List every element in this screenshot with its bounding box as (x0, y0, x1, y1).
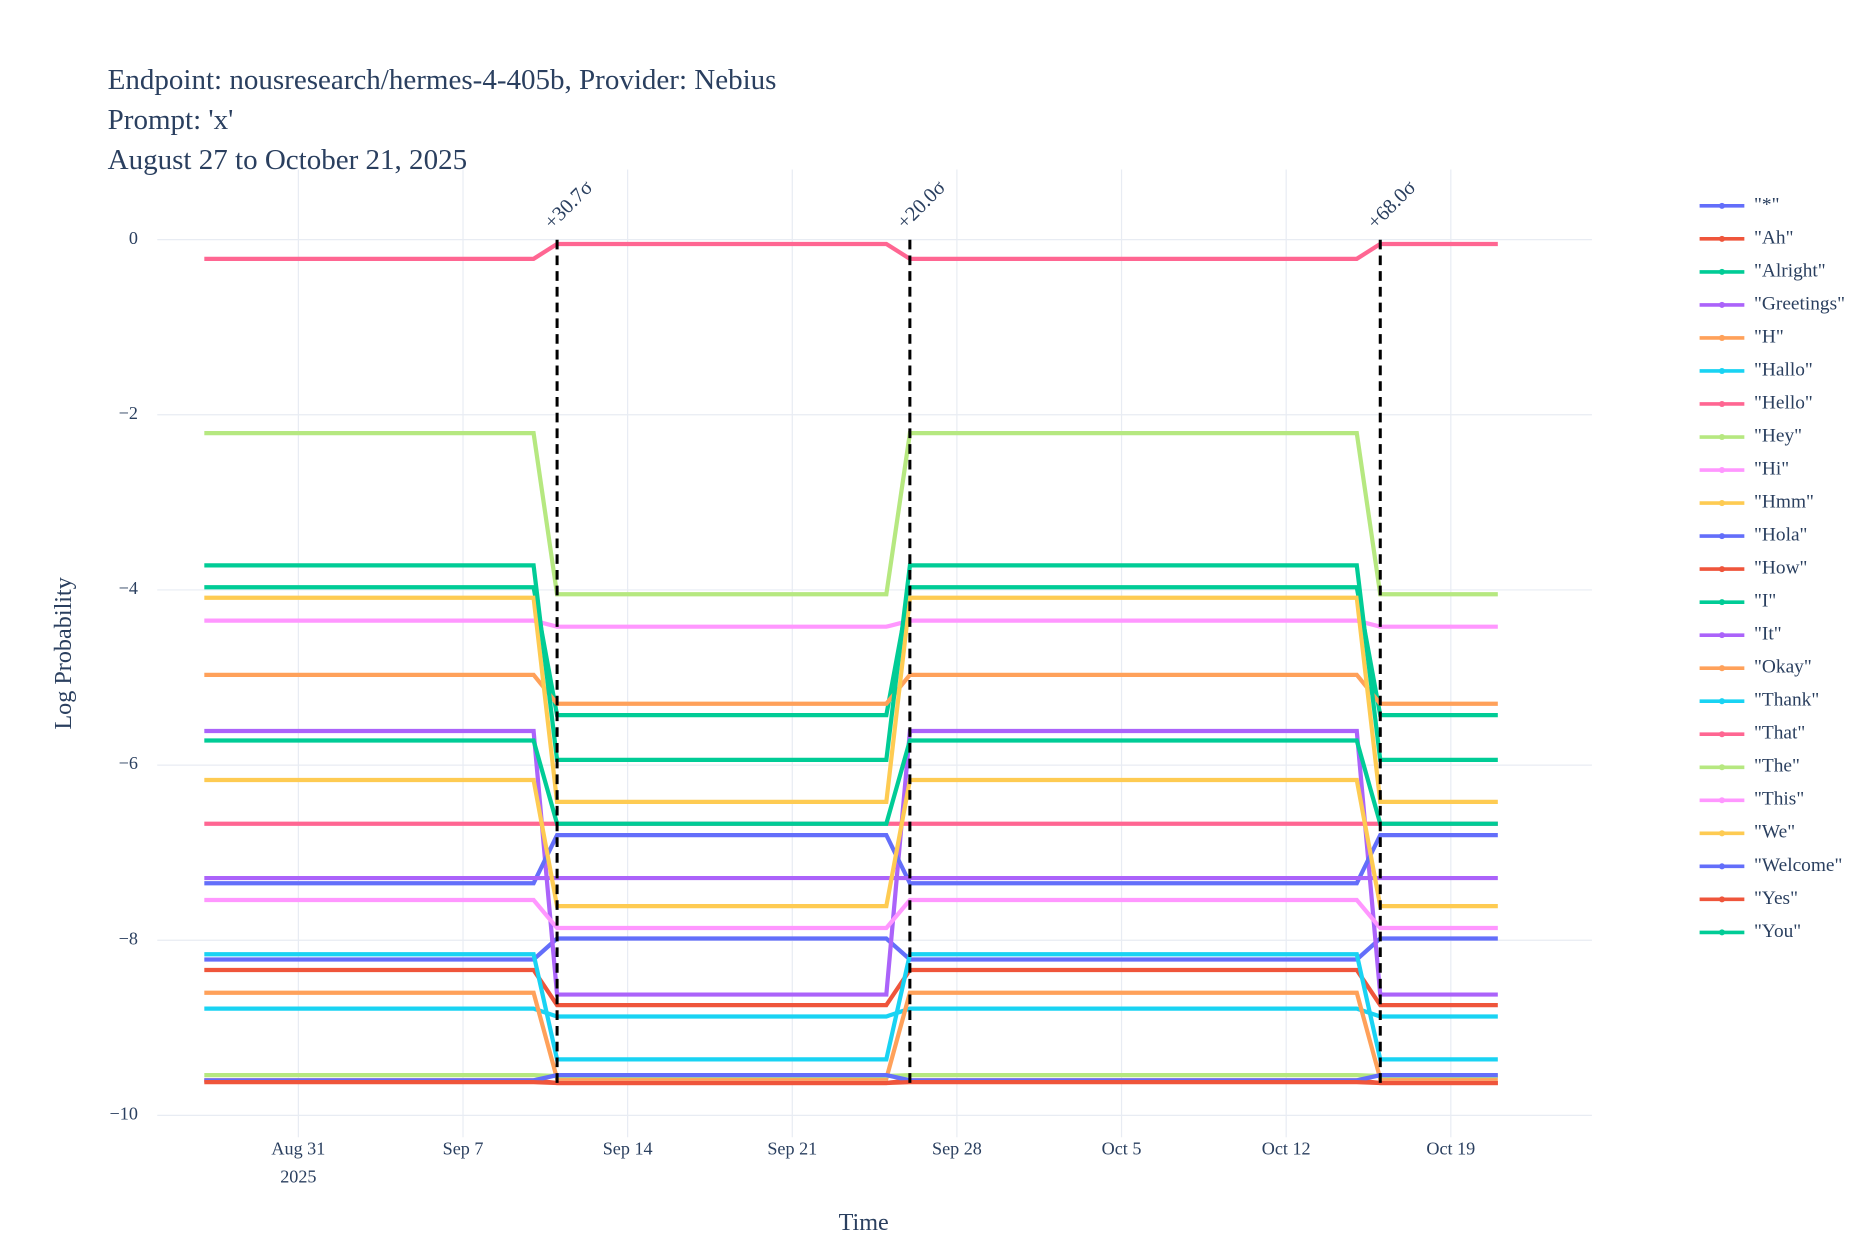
legend-marker (1718, 698, 1725, 705)
series-line (204, 1006, 1498, 1019)
annotation-text: +20.0σ (893, 177, 950, 234)
legend-marker (1718, 929, 1725, 936)
x-axis-title: Time (839, 1209, 889, 1236)
series-line (204, 672, 1498, 706)
legend-label: "Hello" (1754, 392, 1813, 413)
annotation-text: +30.7σ (540, 177, 597, 234)
title-line: August 27 to October 21, 2025 (108, 144, 467, 176)
legend-label: "Welcome" (1754, 855, 1842, 876)
annotation-text: +68.0σ (1363, 177, 1420, 234)
x-tick-label: Sep 7 (443, 1139, 484, 1159)
legend-label: "Hey" (1754, 425, 1802, 446)
x-tick-label: Aug 31 (271, 1139, 325, 1159)
y-tick-label: −6 (119, 753, 138, 773)
legend-marker (1718, 433, 1725, 441)
series-line (204, 431, 1498, 597)
legend-label: "Ah" (1754, 227, 1793, 248)
legend-marker (1718, 665, 1725, 672)
legend-marker (1718, 235, 1725, 242)
legend-marker (1718, 896, 1725, 903)
legend-label: "The" (1754, 756, 1800, 777)
x-tick-label: Sep 14 (603, 1139, 653, 1159)
legend-marker (1718, 400, 1725, 408)
y-tick-label: −4 (119, 578, 138, 598)
x-tick-label: Sep 28 (932, 1139, 982, 1159)
legend-label: "Greetings" (1754, 293, 1845, 314)
series-line (204, 897, 1498, 931)
legend-marker (1718, 367, 1725, 374)
series-line (204, 563, 1498, 762)
legend-label: "Hallo" (1754, 359, 1813, 380)
legend-marker (1718, 797, 1725, 804)
legend-label: "I" (1754, 591, 1776, 612)
series-line (204, 618, 1498, 629)
x-tick-label: Sep 21 (767, 1139, 817, 1159)
x-tick-label: Oct 19 (1426, 1139, 1475, 1159)
legend-marker (1718, 731, 1725, 738)
legend-label: "That" (1754, 723, 1805, 744)
series-line (204, 595, 1498, 804)
series-line (204, 1080, 1498, 1086)
legend-label: "It" (1754, 624, 1782, 645)
title-line: Prompt: 'x' (108, 104, 234, 136)
y-tick-label: −8 (119, 928, 138, 948)
series-line (204, 777, 1498, 909)
legend-label: "Alright" (1754, 260, 1826, 281)
series-line (204, 967, 1498, 1008)
legend-marker (1718, 599, 1725, 606)
x-tick-label: Oct 5 (1102, 1139, 1142, 1159)
legend-label: "How" (1754, 558, 1807, 579)
legend-marker (1718, 301, 1725, 308)
legend-label: "Okay" (1754, 657, 1812, 678)
legend-marker (1718, 500, 1725, 507)
y-axis-title: Log Probability (50, 577, 77, 730)
series-line (204, 241, 1498, 261)
legend-label: "Hmm" (1754, 492, 1814, 513)
legend-marker (1718, 863, 1725, 870)
x-tick-label: Oct 12 (1262, 1139, 1311, 1159)
legend-marker (1718, 268, 1725, 275)
series-line (204, 952, 1498, 1062)
legend-marker (1718, 566, 1725, 573)
legend-marker (1718, 334, 1725, 341)
series-line (204, 1073, 1498, 1083)
title-line: Endpoint: nousresearch/hermes-4-405b, Pr… (108, 64, 777, 96)
series-line (204, 833, 1498, 886)
legend-marker (1718, 533, 1725, 540)
legend-label: "H" (1754, 326, 1784, 347)
y-tick-label: −2 (119, 403, 138, 423)
legend-marker (1718, 764, 1725, 771)
legend-label: "Hi" (1754, 458, 1789, 479)
legend-marker (1718, 632, 1725, 639)
legend-label: "We" (1754, 822, 1795, 843)
legend-label: "Hola" (1754, 525, 1807, 546)
x-tick-year: 2025 (280, 1167, 316, 1187)
legend-marker (1718, 830, 1725, 837)
series-line (204, 990, 1498, 1081)
series-line (204, 738, 1498, 826)
y-tick-label: 0 (129, 228, 138, 248)
legend-label: "*" (1754, 194, 1779, 215)
legend-label: "Yes" (1754, 888, 1798, 909)
legend-marker (1718, 467, 1725, 474)
legend-label: "This" (1754, 789, 1804, 810)
series-line (204, 585, 1498, 718)
legend-marker (1718, 202, 1725, 209)
y-tick-label: −10 (110, 1104, 138, 1124)
legend-label: "You" (1754, 921, 1801, 942)
legend-label: "Thank" (1754, 690, 1819, 711)
